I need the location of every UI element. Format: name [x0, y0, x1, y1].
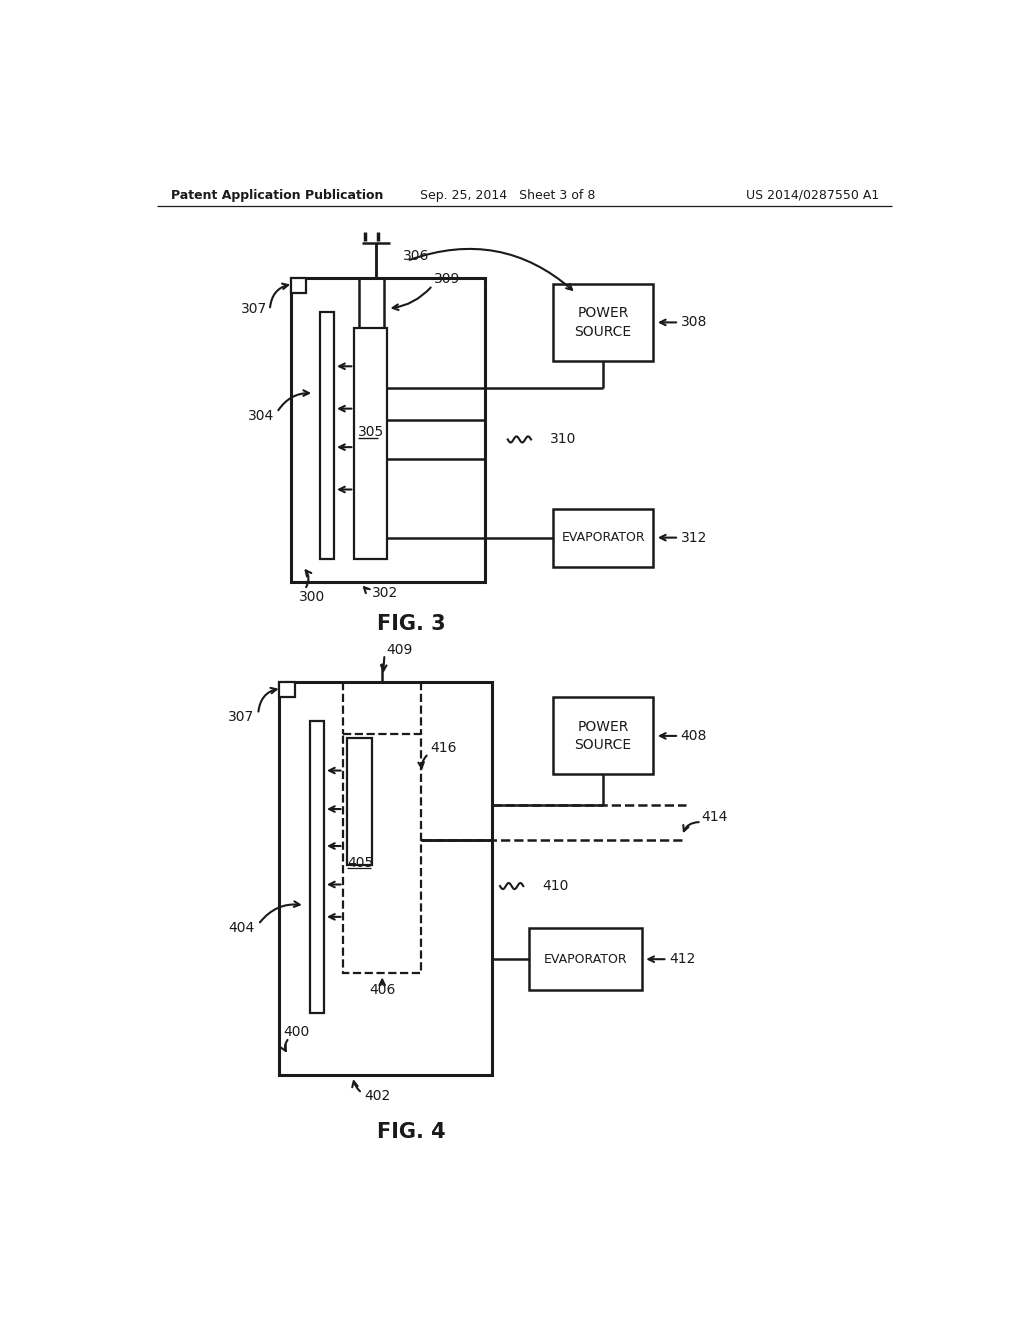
Bar	[321, 313, 334, 558]
Text: 408: 408	[681, 729, 707, 743]
Bar	[529, 928, 642, 990]
Bar	[553, 697, 653, 775]
Text: 307: 307	[242, 301, 267, 315]
Bar	[354, 327, 387, 558]
Text: 300: 300	[299, 590, 325, 605]
Bar	[347, 738, 372, 866]
Text: 416: 416	[430, 742, 457, 755]
Text: Sep. 25, 2014   Sheet 3 of 8: Sep. 25, 2014 Sheet 3 of 8	[420, 189, 595, 202]
Text: 305: 305	[358, 425, 384, 438]
Bar	[291, 277, 306, 293]
Text: US 2014/0287550 A1: US 2014/0287550 A1	[746, 189, 880, 202]
Bar	[553, 508, 653, 566]
Bar	[343, 734, 421, 973]
Text: SOURCE: SOURCE	[574, 738, 632, 752]
Text: FIG. 4: FIG. 4	[377, 1122, 445, 1142]
Text: 310: 310	[550, 433, 577, 446]
Text: 400: 400	[283, 1026, 309, 1039]
Text: 309: 309	[434, 272, 461, 286]
Text: 405: 405	[347, 855, 374, 870]
Text: 308: 308	[681, 315, 707, 330]
Text: 409: 409	[386, 643, 413, 656]
Text: Patent Application Publication: Patent Application Publication	[171, 189, 383, 202]
Bar	[280, 682, 493, 1074]
Text: EVAPORATOR: EVAPORATOR	[561, 531, 645, 544]
Text: 312: 312	[681, 531, 707, 545]
Bar	[553, 284, 653, 360]
Text: POWER: POWER	[578, 719, 629, 734]
Text: 304: 304	[248, 409, 273, 424]
Text: 402: 402	[365, 1089, 390, 1104]
Text: EVAPORATOR: EVAPORATOR	[544, 953, 628, 966]
Text: 412: 412	[669, 952, 695, 966]
Text: 404: 404	[228, 921, 254, 936]
Text: 410: 410	[543, 879, 569, 894]
Bar	[280, 682, 295, 697]
Text: POWER: POWER	[578, 306, 629, 321]
Text: 302: 302	[372, 586, 398, 601]
Bar	[291, 277, 484, 582]
Text: 307: 307	[228, 710, 254, 723]
Bar	[310, 721, 324, 1014]
Text: SOURCE: SOURCE	[574, 325, 632, 339]
Text: 406: 406	[369, 983, 395, 997]
Text: FIG. 3: FIG. 3	[377, 614, 445, 634]
Text: 306: 306	[403, 249, 429, 263]
Text: 414: 414	[701, 809, 728, 824]
